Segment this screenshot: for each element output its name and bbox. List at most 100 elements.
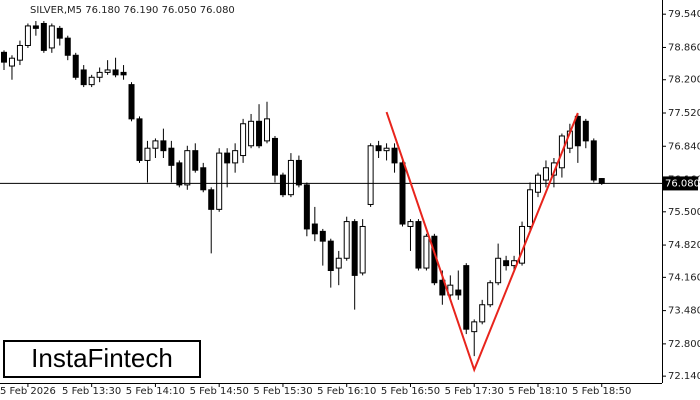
candle-body — [80, 69, 87, 86]
candle-body — [8, 57, 15, 67]
candle-body — [391, 147, 398, 164]
current-price-box — [662, 176, 698, 191]
candle-body — [216, 152, 223, 210]
symbol: SILVER,M5 — [30, 5, 82, 16]
logo-box — [3, 340, 201, 378]
candle-body — [32, 25, 39, 29]
candle-body — [120, 71, 127, 76]
candle-body — [319, 230, 326, 242]
y-tick-label: 79.540 — [668, 9, 700, 20]
candle-body — [582, 120, 589, 142]
candle-body — [168, 147, 175, 166]
logo: InstaFintech — [31, 343, 173, 373]
y-tick-label: 72.800 — [668, 339, 700, 350]
candle-body — [415, 221, 422, 269]
candle-body — [574, 115, 581, 147]
close-value: 76.080 — [200, 5, 235, 16]
candle-body — [96, 71, 103, 78]
x-tick-label: 5 Feb 14:50 — [190, 386, 249, 397]
y-tick-label: 72.140 — [668, 371, 700, 382]
candle-body — [503, 260, 510, 267]
candle-body — [287, 159, 294, 196]
candle-body — [335, 257, 342, 269]
candle-body — [144, 147, 151, 161]
candle-body — [264, 118, 271, 142]
candle-body — [136, 118, 143, 161]
candle-body — [48, 25, 55, 49]
y-tick-label: 73.480 — [668, 306, 700, 317]
candle-body — [279, 174, 286, 196]
candle-body — [495, 257, 502, 284]
x-tick-label: 5 Feb 14:10 — [126, 386, 185, 397]
y-tick-label: 77.520 — [668, 108, 700, 119]
open-value: 76.180 — [85, 5, 120, 16]
x-tick-label: 5 Feb 13:30 — [62, 386, 121, 397]
candle-body — [271, 137, 278, 176]
candle-body — [40, 22, 47, 51]
candle-body — [88, 76, 95, 86]
candle-body — [176, 162, 183, 186]
candle-body — [375, 145, 382, 152]
candle-body — [327, 240, 334, 271]
candle-body — [208, 189, 215, 210]
candle-body — [487, 282, 494, 306]
candle-body — [439, 279, 446, 296]
candle-body — [184, 150, 191, 186]
candle-body — [200, 167, 207, 191]
candle-body — [463, 265, 470, 330]
y-tick-label: 74.820 — [668, 240, 700, 251]
candle-body — [303, 184, 310, 230]
candle-body — [152, 140, 159, 149]
candle-body — [72, 54, 79, 78]
x-tick-label: 5 Feb 18:50 — [572, 386, 631, 397]
candle-body — [550, 162, 557, 176]
candle-body — [64, 37, 71, 56]
candle-body — [128, 84, 135, 120]
x-tick-label: 5 Feb 16:50 — [381, 386, 440, 397]
candle-body — [471, 321, 478, 333]
candle-body — [16, 44, 23, 61]
x-tick-label: 5 Feb 16:10 — [317, 386, 376, 397]
double-bottom-pattern — [385, 111, 579, 373]
candle-body — [160, 140, 167, 152]
y-tick-label: 75.500 — [668, 207, 700, 218]
y-tick-label: 78.860 — [668, 42, 700, 53]
candle-body — [104, 69, 111, 73]
candle-body — [407, 221, 414, 227]
candle-body — [423, 235, 430, 269]
candle-body — [248, 120, 255, 147]
x-tick-label: 5 Feb 17:30 — [445, 386, 504, 397]
candle-body — [256, 120, 263, 147]
candle-body — [56, 27, 63, 39]
candle-body — [24, 25, 31, 46]
low-value: 76.050 — [162, 5, 197, 16]
candle-body — [399, 162, 406, 225]
candle-body — [455, 289, 462, 296]
candle-body — [343, 221, 350, 259]
candle-body — [479, 304, 486, 323]
y-tick-label: 74.160 — [668, 272, 700, 283]
candle-body — [542, 167, 549, 181]
candle-body — [367, 145, 374, 205]
y-tick-label: 76.840 — [668, 141, 700, 152]
candle-body — [224, 152, 231, 164]
header: SILVER,M5 76.180 76.190 76.050 76.080 — [30, 5, 235, 16]
high-value: 76.190 — [123, 5, 158, 16]
candle-body — [351, 221, 358, 276]
candle-body — [240, 123, 247, 157]
candle-body — [590, 140, 597, 181]
y-tick-label: 78.200 — [668, 75, 700, 86]
candle-body — [112, 69, 119, 76]
candle-body — [232, 150, 239, 164]
candle-body — [383, 147, 390, 152]
plot — [0, 13, 666, 387]
candle-body — [598, 178, 605, 184]
candle-body — [295, 159, 302, 186]
x-tick-label: 5 Feb 15:30 — [253, 386, 312, 397]
candle-body — [192, 150, 199, 171]
x-tick-label: 5 Feb 2026 — [0, 386, 56, 397]
candle-body — [527, 189, 534, 227]
current-price-label: 76.080 — [665, 178, 700, 189]
